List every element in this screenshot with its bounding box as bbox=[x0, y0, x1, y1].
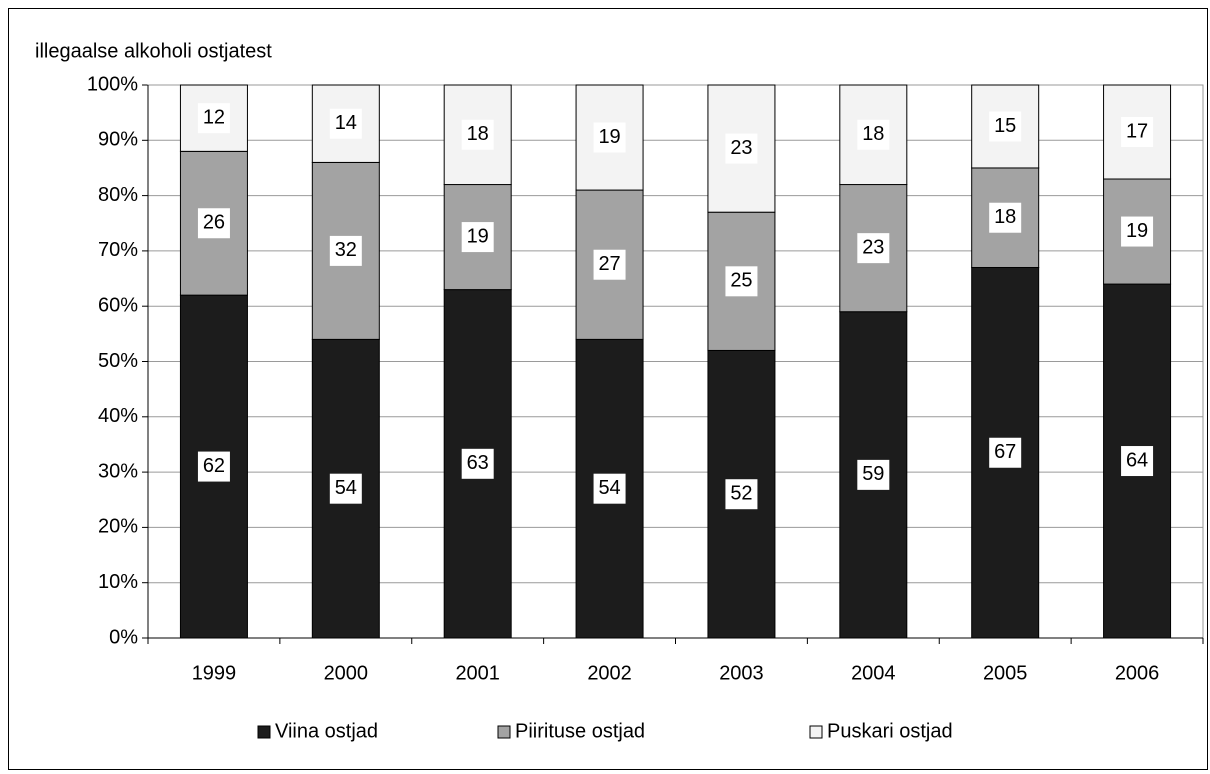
data-label: 19 bbox=[1126, 220, 1148, 242]
data-label-box bbox=[857, 233, 890, 264]
data-label-box bbox=[329, 235, 362, 266]
y-tick-label: 0% bbox=[109, 626, 138, 648]
data-label: 18 bbox=[467, 123, 489, 145]
data-label: 19 bbox=[467, 225, 489, 247]
data-label-box bbox=[1121, 117, 1154, 148]
data-label-box bbox=[461, 448, 494, 479]
x-tick-label: 2003 bbox=[719, 662, 764, 684]
y-tick-label: 70% bbox=[98, 239, 138, 261]
legend-label: Viina ostjad bbox=[275, 720, 378, 742]
y-tick-label: 50% bbox=[98, 350, 138, 372]
data-label-box bbox=[593, 249, 626, 280]
y-tick-label: 90% bbox=[98, 129, 138, 151]
data-label: 18 bbox=[994, 206, 1016, 228]
y-tick-label: 40% bbox=[98, 405, 138, 427]
data-label-box bbox=[989, 437, 1022, 468]
data-label: 62 bbox=[203, 455, 225, 477]
data-label: 26 bbox=[203, 212, 225, 234]
data-label-box bbox=[461, 222, 494, 253]
data-label-box bbox=[197, 451, 230, 482]
y-tick-label: 30% bbox=[98, 460, 138, 482]
y-tick-label: 20% bbox=[98, 516, 138, 538]
x-tick-label: 1999 bbox=[192, 662, 237, 684]
y-axis-label: illegaalse alkoholi ostjatest bbox=[35, 40, 272, 62]
data-label-box bbox=[725, 479, 758, 510]
bar-segment bbox=[1103, 283, 1172, 639]
bar-segment bbox=[179, 84, 248, 152]
x-tick-label: 2005 bbox=[983, 662, 1028, 684]
data-label: 18 bbox=[862, 123, 884, 145]
x-tick-label: 2001 bbox=[455, 662, 500, 684]
data-label: 52 bbox=[730, 483, 752, 505]
data-label: 54 bbox=[335, 477, 357, 499]
data-label-box bbox=[989, 202, 1022, 233]
y-tick-label: 100% bbox=[87, 73, 138, 95]
legend-swatch bbox=[809, 725, 823, 739]
data-label: 19 bbox=[598, 126, 620, 148]
data-label-box bbox=[725, 133, 758, 164]
data-label: 59 bbox=[862, 463, 884, 485]
data-label-box bbox=[197, 103, 230, 134]
legend-swatch bbox=[497, 725, 511, 739]
x-tick-label: 2006 bbox=[1115, 662, 1160, 684]
data-label: 32 bbox=[335, 239, 357, 261]
legend-swatch bbox=[257, 725, 271, 739]
data-label: 23 bbox=[862, 236, 884, 258]
x-tick-label: 2000 bbox=[324, 662, 369, 684]
data-label: 63 bbox=[467, 452, 489, 474]
data-label-box bbox=[857, 119, 890, 150]
y-tick-label: 60% bbox=[98, 294, 138, 316]
data-label-box bbox=[1121, 446, 1154, 477]
data-label-box bbox=[461, 119, 494, 150]
legend-label: Puskari ostjad bbox=[827, 720, 953, 742]
data-label: 23 bbox=[730, 137, 752, 159]
data-label-box bbox=[593, 473, 626, 504]
legend-label: Piirituse ostjad bbox=[515, 720, 645, 742]
data-label: 17 bbox=[1126, 120, 1148, 142]
data-label-box bbox=[197, 208, 230, 239]
x-tick-label: 2004 bbox=[851, 662, 896, 684]
data-label-box bbox=[1121, 216, 1154, 247]
data-label: 15 bbox=[994, 115, 1016, 137]
data-label-box bbox=[329, 108, 362, 139]
data-label: 64 bbox=[1126, 449, 1148, 471]
data-label-box bbox=[329, 473, 362, 504]
data-label-box bbox=[725, 266, 758, 297]
data-label: 67 bbox=[994, 441, 1016, 463]
data-label-box bbox=[593, 122, 626, 153]
y-tick-label: 10% bbox=[98, 571, 138, 593]
y-tick-label: 80% bbox=[98, 184, 138, 206]
x-tick-label: 2002 bbox=[587, 662, 632, 684]
data-label: 25 bbox=[730, 270, 752, 292]
data-label: 54 bbox=[598, 477, 620, 499]
data-label: 27 bbox=[598, 253, 620, 275]
data-label: 14 bbox=[335, 112, 357, 134]
data-label-box bbox=[857, 459, 890, 490]
data-label: 12 bbox=[203, 106, 225, 128]
data-label-box bbox=[989, 111, 1022, 142]
